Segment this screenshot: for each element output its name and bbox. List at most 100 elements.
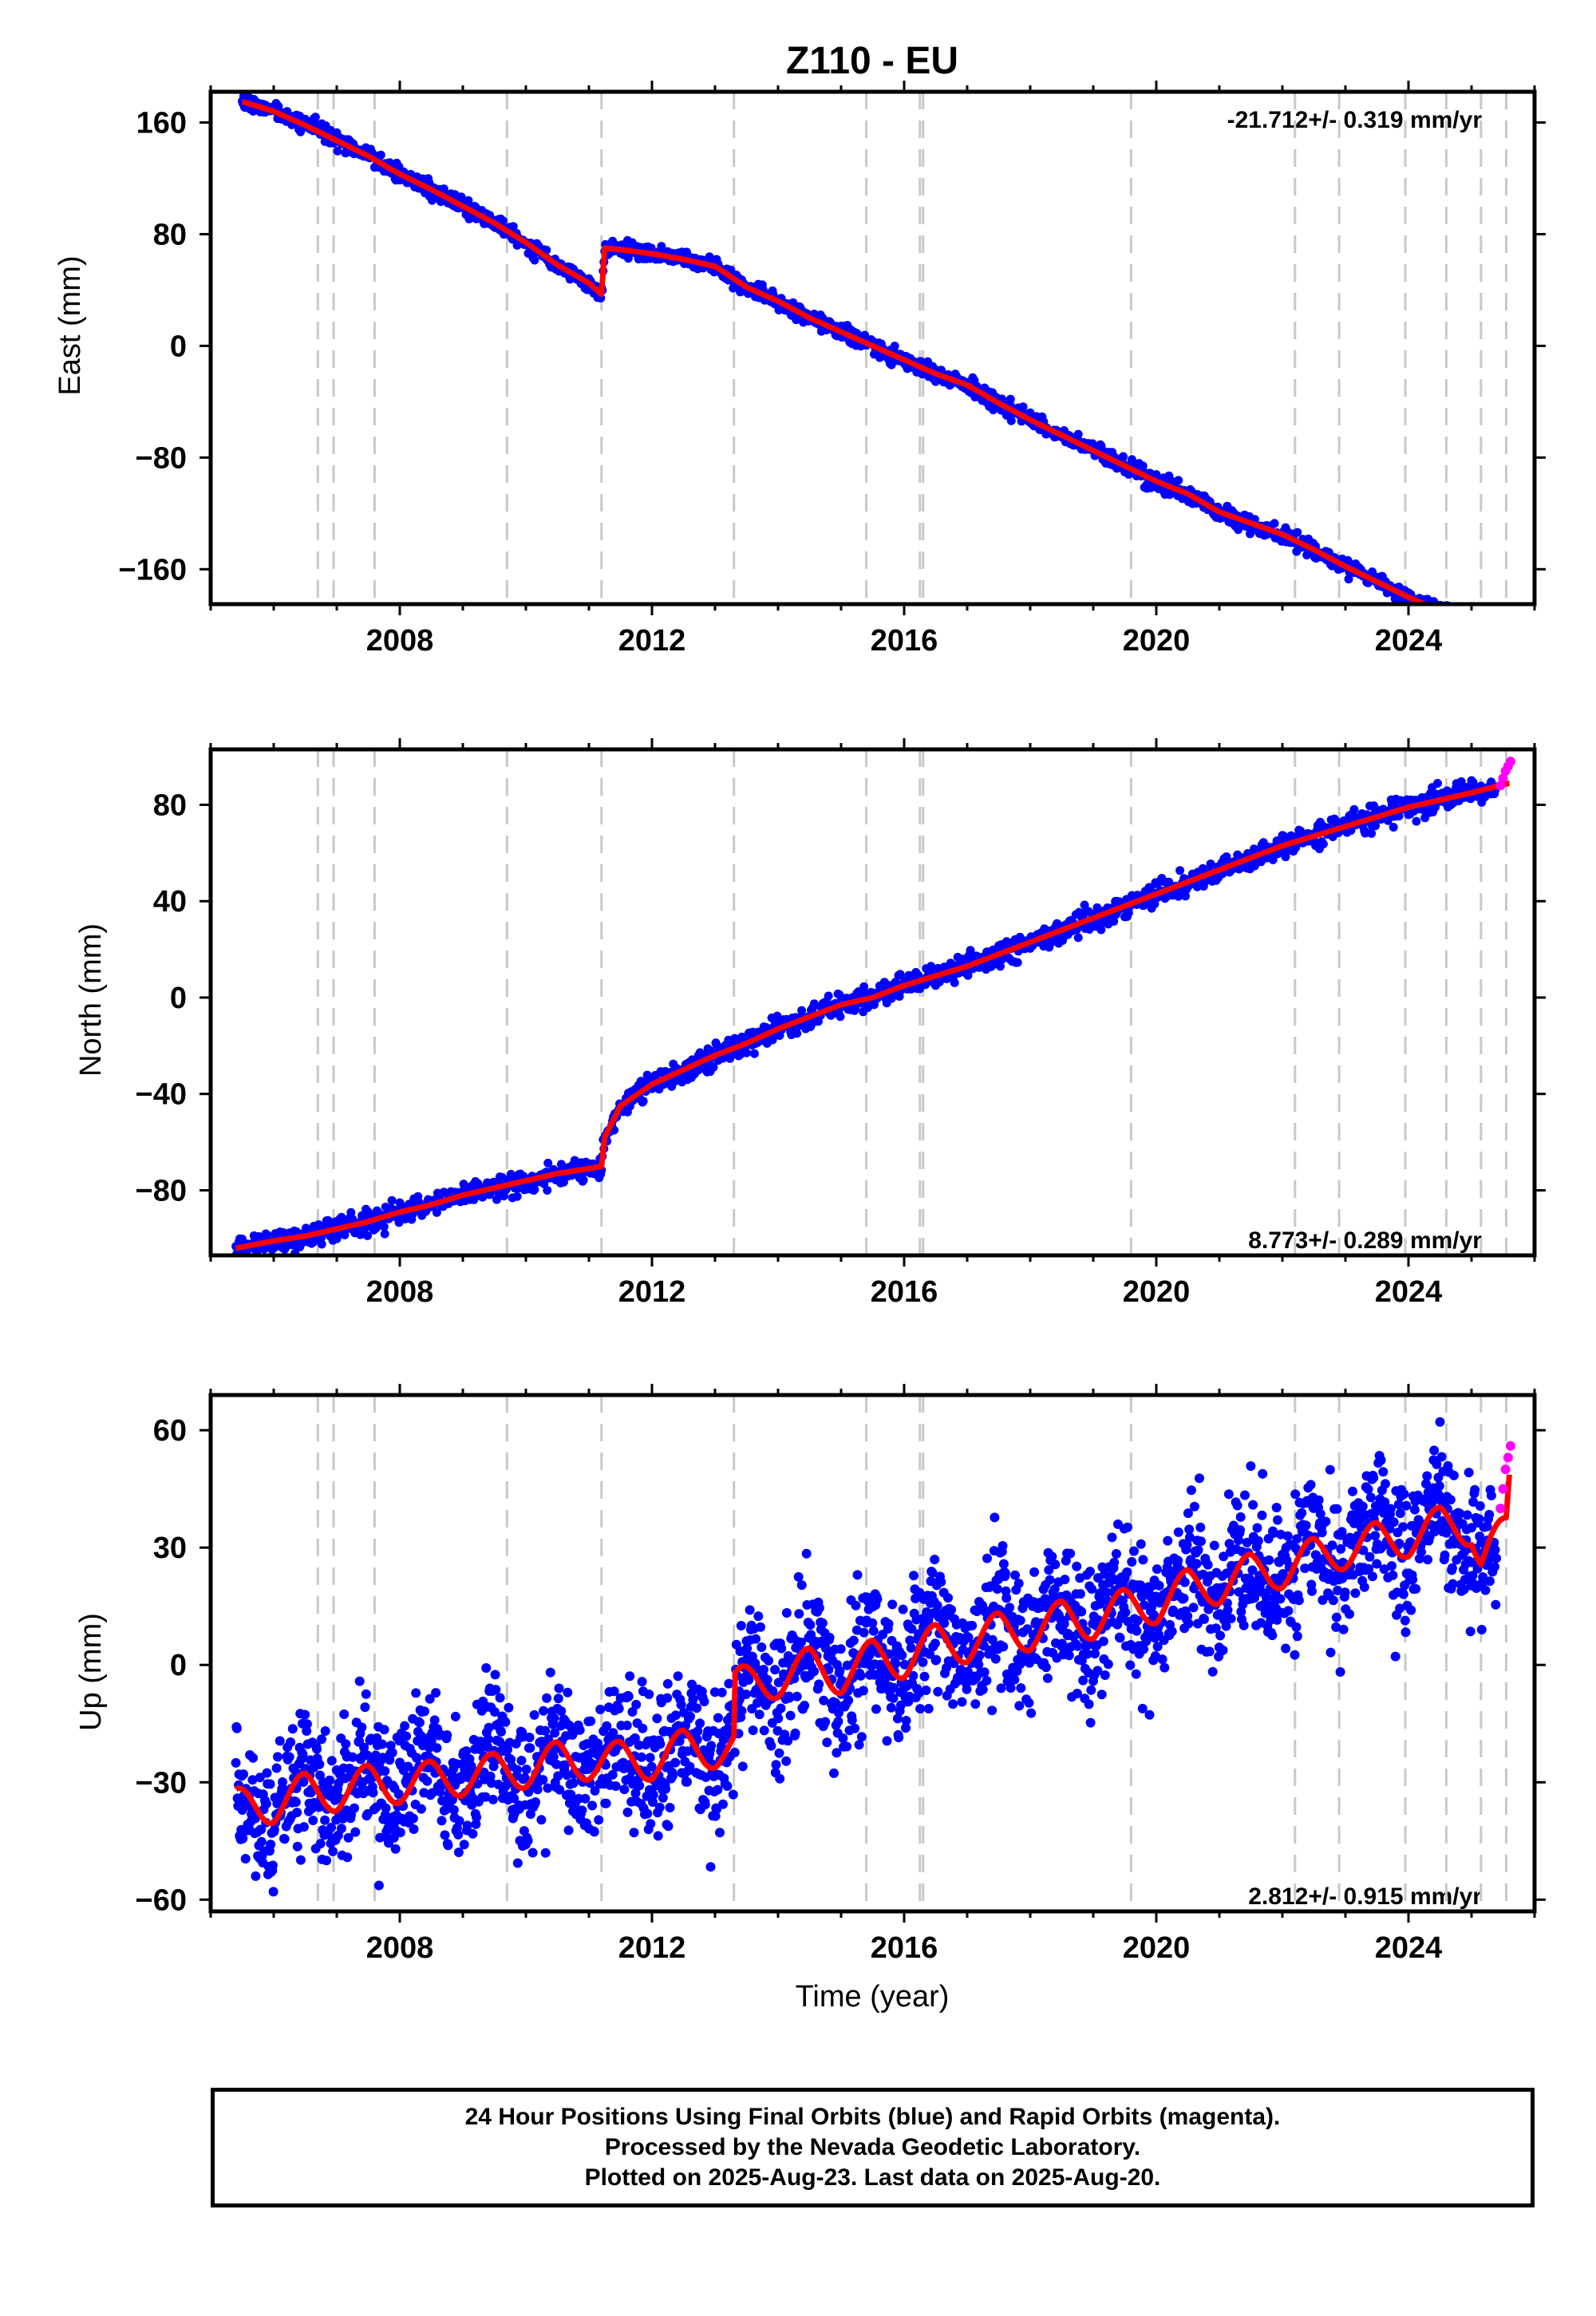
final-orbit-point (843, 1695, 854, 1705)
final-orbit-point (1065, 1548, 1076, 1559)
final-orbit-point (495, 1693, 505, 1703)
y-tick-label: 80 (153, 218, 187, 251)
final-orbit-point (1421, 605, 1430, 614)
final-orbit-point (662, 1693, 673, 1703)
final-orbit-point (498, 216, 508, 226)
final-orbit-point (1042, 1673, 1053, 1683)
final-orbit-point (1433, 611, 1442, 620)
final-orbit-point (923, 1704, 934, 1713)
final-orbit-point (579, 1176, 588, 1185)
final-orbit-point (754, 1709, 764, 1720)
final-orbit-point (1009, 1674, 1020, 1685)
final-orbit-point (322, 1856, 332, 1866)
final-orbit-point (894, 1733, 904, 1743)
rapid-orbit-point (1495, 624, 1505, 634)
final-orbit-point (982, 1675, 992, 1686)
final-orbit-point (400, 1721, 410, 1731)
final-orbit-point (279, 1834, 290, 1844)
final-orbit-point (1460, 622, 1469, 631)
chart-title: Z110 - EU (786, 40, 958, 82)
final-orbit-point (292, 1808, 302, 1817)
final-orbit-point (540, 1848, 551, 1858)
final-orbit-point (1466, 615, 1475, 624)
final-orbit-point (1468, 619, 1477, 627)
final-orbit-point (1458, 620, 1467, 629)
final-orbit-point (1479, 624, 1488, 633)
final-orbit-point (563, 1687, 573, 1697)
final-orbit-point (1491, 627, 1499, 636)
final-orbit-point (713, 1784, 723, 1795)
final-orbit-point (883, 1618, 894, 1629)
final-orbit-point (775, 1773, 785, 1784)
final-orbit-point (248, 1753, 259, 1763)
final-orbit-point (395, 1828, 405, 1838)
final-orbit-point (387, 1748, 397, 1758)
final-orbit-point (814, 1603, 824, 1613)
final-orbit-point (634, 1780, 645, 1791)
final-orbit-point (824, 1632, 835, 1642)
final-orbit-point (623, 1691, 634, 1701)
y-tick-label: 40 (153, 885, 187, 919)
final-orbit-point (377, 1739, 387, 1749)
final-orbit-point (1452, 606, 1461, 615)
final-orbit-point (521, 1765, 531, 1775)
final-orbit-point (1442, 611, 1451, 619)
x-axis-label: Time (year) (796, 1980, 950, 2014)
final-orbit-point (1465, 620, 1474, 629)
up-axis-label: Up (mm) (74, 1613, 108, 1731)
final-orbit-point (1475, 622, 1483, 630)
final-orbit-point (368, 1788, 378, 1798)
final-orbit-point (967, 1620, 978, 1630)
x-tick-label: 2024 (1375, 1275, 1443, 1309)
final-orbit-point (1471, 616, 1479, 625)
final-orbit-point (661, 1784, 671, 1794)
x-tick-label: 2016 (871, 1275, 938, 1309)
final-orbit-point (411, 1688, 421, 1698)
final-orbit-point (1487, 617, 1495, 626)
final-orbit-point (759, 1725, 769, 1736)
final-orbit-point (261, 1799, 271, 1808)
final-orbit-point (265, 1779, 275, 1789)
final-orbit-point (539, 1705, 548, 1716)
final-orbit-point (636, 1752, 646, 1762)
final-orbit-point (295, 1855, 306, 1865)
final-orbit-point (673, 1671, 683, 1682)
final-orbit-point (1433, 779, 1442, 788)
final-orbit-point (554, 1683, 564, 1694)
final-orbit-point (429, 1715, 440, 1725)
final-orbit-point (930, 1638, 940, 1649)
final-orbit-point (462, 1820, 472, 1831)
y-tick-label: −80 (136, 441, 187, 475)
final-orbit-point (1434, 607, 1443, 616)
final-orbit-point (1463, 619, 1472, 628)
x-tick-label: 2012 (618, 624, 686, 658)
final-orbit-point (729, 1747, 740, 1757)
final-orbit-point (310, 113, 320, 122)
final-orbit-point (978, 1685, 988, 1695)
final-orbit-point (1471, 615, 1479, 623)
final-orbit-point (1456, 619, 1464, 627)
final-orbit-point (642, 1808, 653, 1819)
y-tick-label: 0 (170, 982, 187, 1015)
final-orbit-point (1440, 607, 1448, 615)
final-orbit-point (580, 1793, 591, 1804)
final-orbit-point (631, 1699, 642, 1709)
final-orbit-point (667, 1771, 678, 1781)
final-orbit-point (577, 1805, 587, 1816)
final-orbit-point (759, 1665, 768, 1674)
final-orbit-point (1436, 607, 1445, 615)
final-orbit-point (909, 1571, 918, 1581)
final-orbit-point (1050, 1559, 1061, 1570)
final-orbit-point (435, 1787, 445, 1797)
final-orbit-point (872, 1594, 883, 1604)
final-orbit-point (990, 1512, 1000, 1523)
final-orbit-point (1439, 608, 1448, 617)
final-orbit-point (454, 1816, 464, 1826)
final-orbit-point (622, 1721, 632, 1730)
final-orbit-point (931, 1654, 942, 1665)
final-orbit-point (1453, 615, 1462, 624)
east-panel: East (mm) -21.712+/- 0.319 mm/yr 2008 201… (53, 81, 1546, 658)
final-orbit-point (350, 1827, 361, 1837)
east-rate-annotation: -21.712+/- 0.319 mm/yr (1227, 107, 1483, 133)
final-orbit-point (325, 1775, 335, 1785)
